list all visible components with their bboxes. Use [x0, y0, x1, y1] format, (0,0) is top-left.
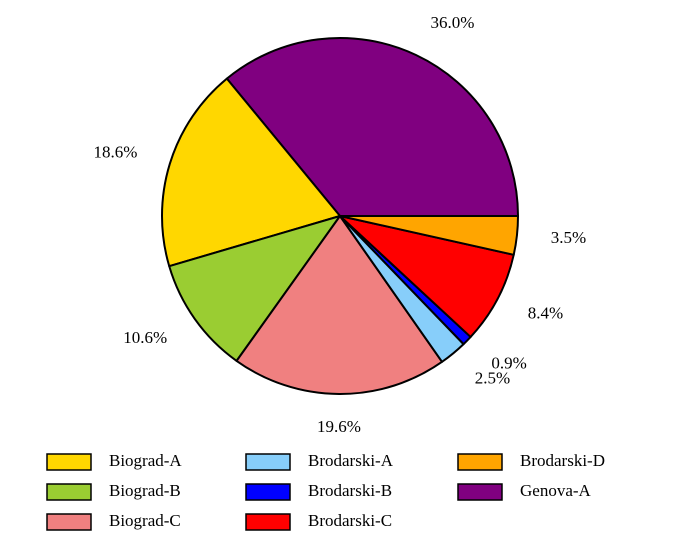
- pie-slice-biograd-a: [161, 77, 341, 268]
- pie-slice-brodarski-c: [339, 215, 515, 338]
- pie-label-genova-a: 36.0%: [431, 13, 475, 32]
- legend-swatch-genova-a: [457, 483, 503, 501]
- legend-label-biograd-c: Biograd-C: [109, 511, 181, 530]
- legend-swatch-brodarski-b: [245, 483, 291, 501]
- legend-label-genova-a: Genova-A: [520, 481, 592, 500]
- legend-swatch-brodarski-c: [245, 513, 291, 531]
- legend-swatch-brodarski-a: [245, 453, 291, 471]
- legend-label-brodarski-d: Brodarski-D: [520, 451, 605, 470]
- legend-label-brodarski-b: Brodarski-B: [308, 481, 392, 500]
- legend-swatch-biograd-a: [46, 453, 92, 471]
- pie-label-brodarski-d: 3.5%: [551, 228, 586, 247]
- legend-swatch-biograd-b: [46, 483, 92, 501]
- legend: Biograd-A Biograd-B Biograd-C Brodarski-A Br…: [46, 451, 605, 531]
- pie-slice-brodarski-d: [339, 215, 519, 256]
- legend-swatch-brodarski-d: [457, 453, 503, 471]
- legend-label-brodarski-a: Brodarski-A: [308, 451, 394, 470]
- pie-slice-biograd-b: [168, 215, 341, 362]
- legend-label-biograd-a: Biograd-A: [109, 451, 182, 470]
- pie-label-biograd-c: 19.6%: [317, 417, 361, 436]
- legend-swatch-biograd-c: [46, 513, 92, 531]
- legend-label-brodarski-c: Brodarski-C: [308, 511, 392, 530]
- pie-slices: [161, 37, 519, 395]
- pie-slice-genova-a: [225, 37, 519, 217]
- legend-label-biograd-b: Biograd-B: [109, 481, 181, 500]
- pie-label-brodarski-c: 8.4%: [528, 303, 563, 322]
- pie-label-biograd-b: 10.6%: [123, 328, 167, 347]
- pie-slice-biograd-c: [235, 215, 444, 395]
- pie-label-biograd-a: 18.6%: [93, 143, 137, 162]
- pie-label-brodarski-b: 0.9%: [491, 353, 526, 372]
- pie-label-brodarski-a: 2.5%: [475, 369, 510, 388]
- pie-labels: 36.0% 18.6% 10.6% 19.6% 2.5%0.9% 8.4% 3.5%: [93, 13, 586, 436]
